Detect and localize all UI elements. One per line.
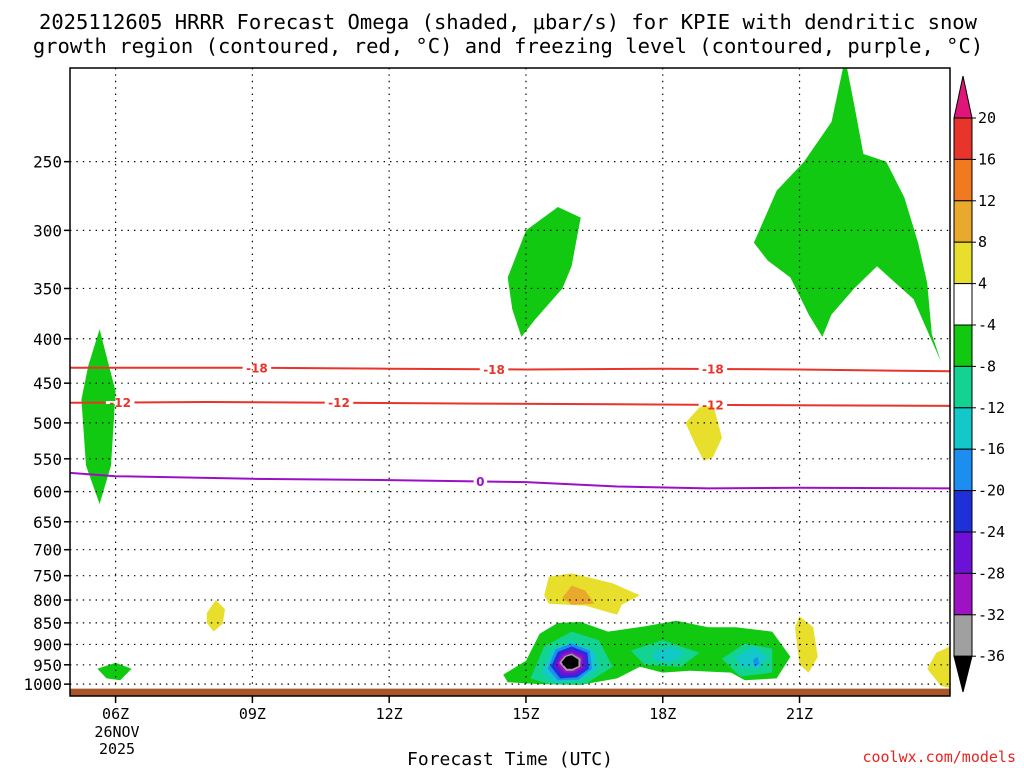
y-tick-label: 900 — [33, 635, 62, 654]
x-tick-label: 18Z — [649, 705, 676, 723]
x-tick-label: 06Z — [102, 705, 129, 723]
x-tick-label: 12Z — [376, 705, 403, 723]
colorbar-label: -28 — [978, 564, 1005, 582]
colorbar-label: 8 — [978, 233, 987, 251]
contours: -18 -18 -18 -12 -12 -12 0 — [70, 361, 950, 490]
omega-region — [927, 646, 950, 688]
y-tick-label: 950 — [33, 656, 62, 675]
title-line-2: growth region (contoured, red, °C) and f… — [33, 34, 983, 58]
y-tick-label: 600 — [33, 483, 62, 502]
contour-line — [70, 366, 950, 373]
colorbar-top-cap — [953, 75, 973, 119]
y-tick-label: 800 — [33, 591, 62, 610]
y-tick-label: 300 — [33, 221, 62, 240]
x-axis: 06Z 09Z 12Z 15Z 18Z 21Z — [102, 696, 813, 723]
contour-label: -12 — [702, 398, 724, 412]
colorbar-label: -32 — [978, 606, 1005, 624]
y-tick-label: 750 — [33, 567, 62, 586]
y-tick-label: 1000 — [23, 675, 62, 694]
x-date-line-1: 26NOV — [94, 723, 139, 741]
omega-region — [753, 68, 941, 362]
omega-shading — [70, 68, 950, 696]
omega-region — [97, 662, 132, 681]
plot-frame — [69, 67, 951, 697]
colorbar-label: -8 — [978, 357, 996, 375]
y-tick-label: 550 — [33, 450, 62, 469]
contour-label: -12 — [109, 396, 131, 410]
colorbar-label: 12 — [978, 192, 996, 210]
y-tick-label: 850 — [33, 614, 62, 633]
omega-region — [206, 600, 225, 632]
y-tick-label: 700 — [33, 541, 62, 560]
colorbar-segment — [953, 365, 973, 409]
y-axis: 250 300 350 400 450 500 550 600 650 700 750 800 850 9… — [23, 153, 70, 694]
plot-area: -18 -18 -18 -12 -12 -12 0 — [70, 68, 950, 696]
contour-label: -12 — [328, 396, 350, 410]
x-date-line-2: 2025 — [99, 740, 135, 758]
omega-region — [81, 329, 116, 504]
contour-label: -18 — [246, 361, 268, 375]
contour-label: 0 — [476, 475, 484, 489]
colorbar-label: -24 — [978, 523, 1005, 541]
colorbar-segment — [953, 117, 973, 160]
omega-region — [561, 655, 579, 669]
y-tick-label: 250 — [33, 153, 62, 172]
title-line-1: 2025112605 HRRR Forecast Omega (shaded, … — [39, 10, 978, 34]
grid — [70, 68, 950, 689]
colorbar-segment — [953, 572, 973, 616]
colorbar-segment — [953, 200, 973, 243]
omega-region — [735, 646, 768, 669]
colorbar-label: -4 — [978, 316, 996, 334]
surface-fill — [70, 688, 950, 696]
colorbar-segment — [953, 531, 973, 574]
colorbar-segment — [953, 324, 973, 367]
colorbar-label: 16 — [978, 150, 996, 168]
omega-region — [544, 573, 640, 615]
colorbar-segment — [953, 158, 973, 202]
x-axis-label: Forecast Time (UTC) — [407, 749, 613, 768]
y-tick-label: 500 — [33, 414, 62, 433]
colorbar-label: -20 — [978, 482, 1005, 500]
colorbar-label: -36 — [978, 647, 1005, 665]
colorbar-segment — [953, 614, 973, 657]
colorbar-segment — [953, 490, 973, 533]
credit-link[interactable]: coolwx.com/models — [862, 748, 1016, 766]
x-tick-label: 09Z — [239, 705, 266, 723]
contour-label: -18 — [483, 363, 505, 377]
colorbar-segment — [953, 407, 973, 450]
colorbar: 20 16 12 8 4 -4 -8 -12 -16 -20 -24 -28 -32 -36 — [953, 75, 1005, 693]
y-tick-label: 350 — [33, 279, 62, 298]
colorbar-label: -12 — [978, 399, 1005, 417]
contour-label: -18 — [702, 362, 724, 376]
omega-region — [753, 656, 760, 667]
title: 2025112605 HRRR Forecast Omega (shaded, … — [33, 10, 983, 58]
colorbar-segment — [953, 241, 973, 285]
omega-region — [685, 403, 722, 461]
omega-region — [507, 207, 581, 337]
colorbar-label: 20 — [978, 109, 996, 127]
y-tick-label: 400 — [33, 330, 62, 349]
colorbar-label: 4 — [978, 275, 987, 293]
colorbar-label: -16 — [978, 440, 1005, 458]
colorbar-segment — [953, 448, 973, 492]
x-tick-label: 21Z — [786, 705, 813, 723]
x-tick-label: 15Z — [512, 705, 539, 723]
y-tick-label: 450 — [33, 374, 62, 393]
colorbar-segment — [953, 283, 973, 326]
contour-line — [70, 400, 950, 407]
contour-line — [70, 471, 950, 490]
omega-region — [653, 646, 686, 663]
colorbar-bottom-cap — [953, 655, 973, 693]
y-tick-label: 650 — [33, 513, 62, 532]
